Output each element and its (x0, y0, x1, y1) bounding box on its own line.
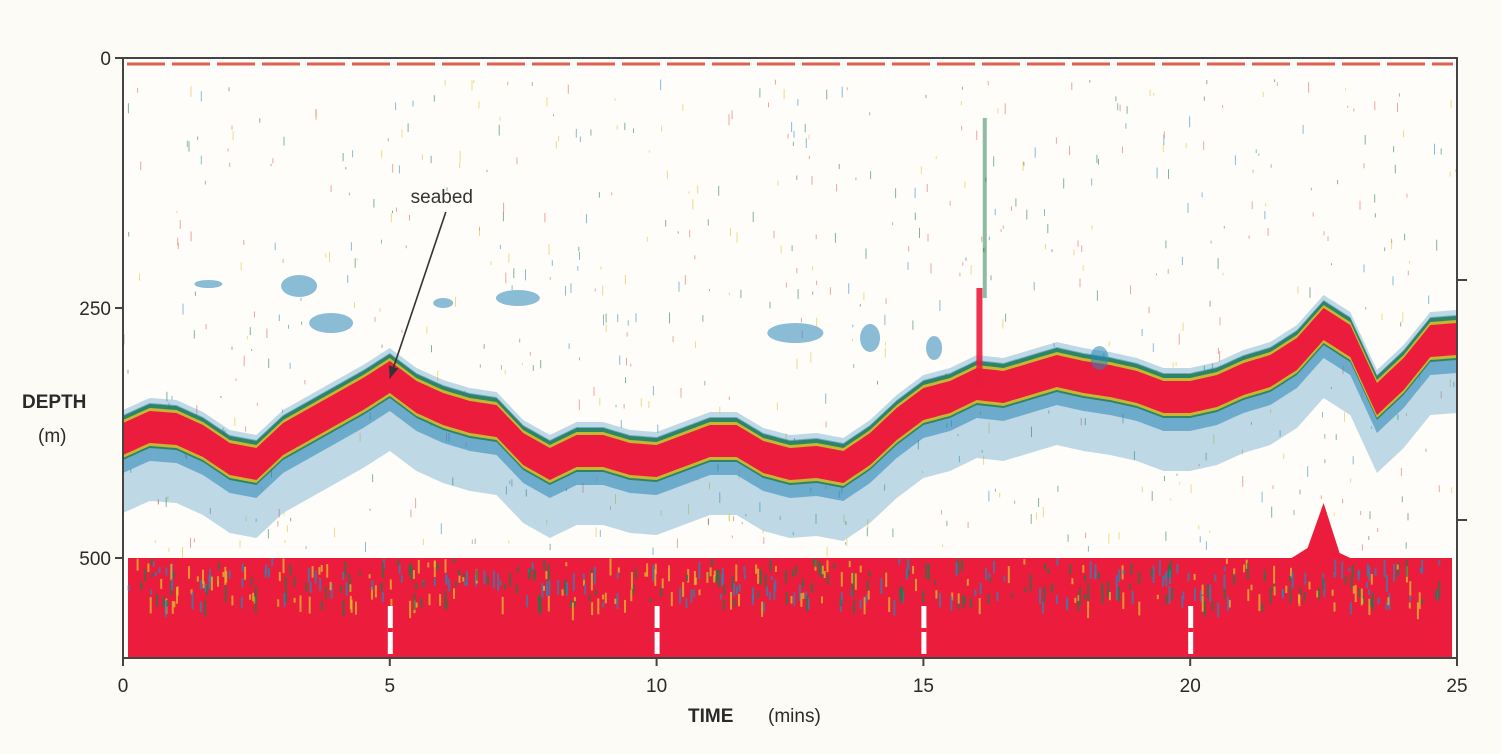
fish-school-echo (433, 298, 454, 308)
x-tick-label: 0 (118, 676, 129, 697)
time-marker-gap (654, 628, 660, 632)
plume-echo (982, 118, 987, 298)
x-tick-label: 20 (1180, 676, 1201, 697)
fish-school-echo (767, 323, 824, 343)
time-marker-gap (921, 628, 927, 632)
x-tick-label: 15 (913, 676, 934, 697)
x-axis-unit: (mins) (768, 706, 821, 727)
y-axis-unit: (m) (38, 426, 66, 447)
fish-school-echo (281, 275, 318, 297)
x-tick-label: 10 (646, 676, 667, 697)
fish-school-echo (860, 324, 881, 352)
seabed-echo (123, 308, 1457, 483)
frame-layer (122, 57, 1458, 659)
ticks-layer (115, 57, 1467, 666)
y-tick-label: 500 (79, 549, 111, 570)
fish-school-echo (926, 336, 943, 360)
x-tick-label: 25 (1446, 676, 1467, 697)
fish-school-echo (309, 313, 354, 333)
lower-band-spike (1291, 503, 1351, 558)
x-axis-title: TIME (688, 706, 733, 727)
echo-band-weak (123, 295, 1457, 541)
y-tick-label: 0 (100, 49, 111, 70)
x-tick-label: 5 (385, 676, 396, 697)
y-tick-label: 250 (79, 299, 111, 320)
y-axis-title: DEPTH (22, 392, 86, 413)
echo-layer (123, 62, 1457, 658)
plume-echo (976, 288, 983, 388)
seabed-annotation: seabed (411, 187, 473, 208)
annotation-arrow-head (388, 365, 399, 379)
fish-school-echo (194, 280, 223, 288)
fish-school-echo (495, 290, 540, 306)
time-marker-gap (387, 628, 393, 632)
plot-frame (122, 57, 1458, 659)
time-marker-gap (1188, 628, 1194, 632)
annotation-arrow-line (389, 211, 447, 379)
fish-school-echo (1090, 346, 1109, 370)
